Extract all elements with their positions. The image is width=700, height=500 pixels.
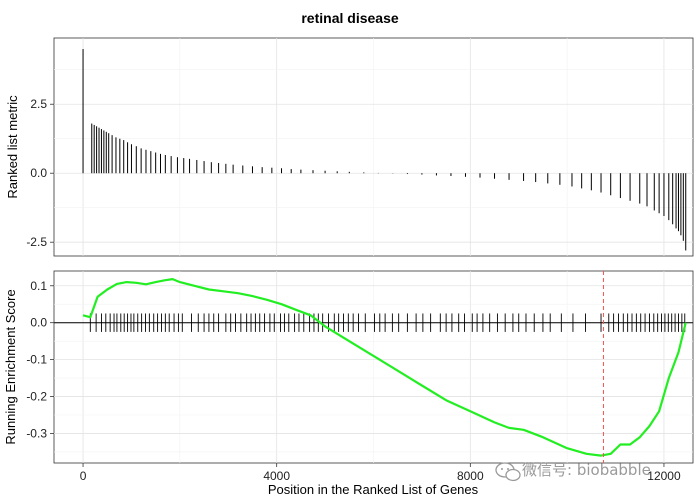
running-es-gridlines: [54, 271, 693, 463]
x-tick-label: 4000: [263, 469, 290, 483]
y-tick-label: -0.1: [26, 353, 47, 367]
watermark-text: 微信号: biobabble: [522, 461, 651, 479]
running-es-panel: -0.3 -0.2 -0.1 0.0 0.1 0 4000 8000 12000 Runnin…: [3, 270, 694, 497]
x-tick-label: 0: [80, 469, 87, 483]
ranked-metric-axis-title: Ranked list metric: [5, 95, 20, 199]
y-tick-label: 2.5: [30, 97, 47, 111]
running-es-lines: [54, 271, 693, 463]
y-tick-label: 0.1: [30, 279, 47, 293]
y-tick-label: -0.2: [26, 390, 47, 404]
x-tick-label: 12000: [647, 469, 681, 483]
running-es-curve: [82, 278, 687, 457]
wechat-icon: [495, 462, 521, 482]
y-tick-label: 0.0: [30, 316, 47, 330]
running-es-y-ticks: -0.3 -0.2 -0.1 0.0 0.1: [26, 279, 54, 440]
y-tick-label: -0.3: [26, 426, 47, 440]
x-tick-label: 8000: [457, 469, 484, 483]
chart-title: retinal disease: [301, 10, 398, 26]
ranked-metric-bars: [82, 49, 687, 251]
watermark: 微信号: biobabble: [495, 461, 651, 482]
y-tick-label: 0.0: [30, 166, 47, 180]
x-axis-title: Position in the Ranked List of Genes: [268, 482, 479, 497]
running-es-axis-title: Running Enrichment Score: [3, 289, 18, 444]
ranked-metric-gridlines: [54, 38, 693, 256]
ranked-metric-panel: -2.5 0.0 2.5 Ranked list metric: [5, 37, 694, 257]
y-tick-label: -2.5: [26, 235, 47, 249]
x-axis-ticks: 0 4000 8000 12000: [80, 463, 681, 483]
ranked-metric-y-ticks: -2.5 0.0 2.5: [26, 97, 54, 249]
